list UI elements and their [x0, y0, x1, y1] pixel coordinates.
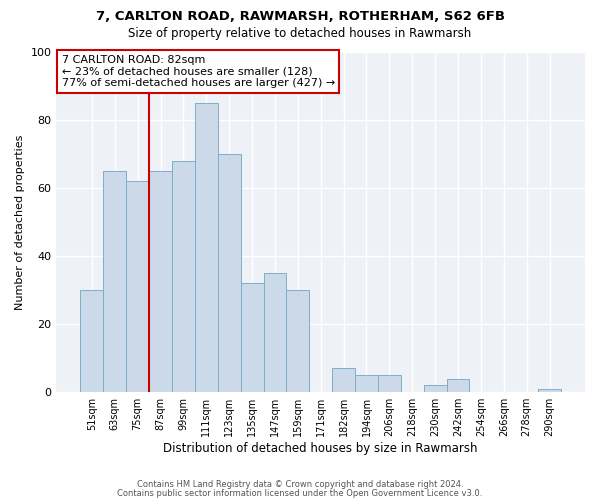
Text: 7, CARLTON ROAD, RAWMARSH, ROTHERHAM, S62 6FB: 7, CARLTON ROAD, RAWMARSH, ROTHERHAM, S6…: [95, 10, 505, 23]
X-axis label: Distribution of detached houses by size in Rawmarsh: Distribution of detached houses by size …: [163, 442, 478, 455]
Bar: [172, 160, 195, 392]
Bar: [149, 170, 172, 392]
Text: Size of property relative to detached houses in Rawmarsh: Size of property relative to detached ho…: [128, 28, 472, 40]
Bar: [241, 283, 263, 392]
Bar: [378, 375, 401, 392]
Bar: [80, 290, 103, 392]
Bar: [424, 386, 446, 392]
Y-axis label: Number of detached properties: Number of detached properties: [15, 134, 25, 310]
Bar: [538, 389, 561, 392]
Bar: [286, 290, 309, 392]
Bar: [126, 181, 149, 392]
Bar: [263, 273, 286, 392]
Bar: [103, 170, 126, 392]
Text: Contains public sector information licensed under the Open Government Licence v3: Contains public sector information licen…: [118, 489, 482, 498]
Bar: [332, 368, 355, 392]
Bar: [195, 102, 218, 392]
Bar: [446, 378, 469, 392]
Text: 7 CARLTON ROAD: 82sqm
← 23% of detached houses are smaller (128)
77% of semi-det: 7 CARLTON ROAD: 82sqm ← 23% of detached …: [62, 55, 335, 88]
Bar: [355, 375, 378, 392]
Text: Contains HM Land Registry data © Crown copyright and database right 2024.: Contains HM Land Registry data © Crown c…: [137, 480, 463, 489]
Bar: [218, 154, 241, 392]
